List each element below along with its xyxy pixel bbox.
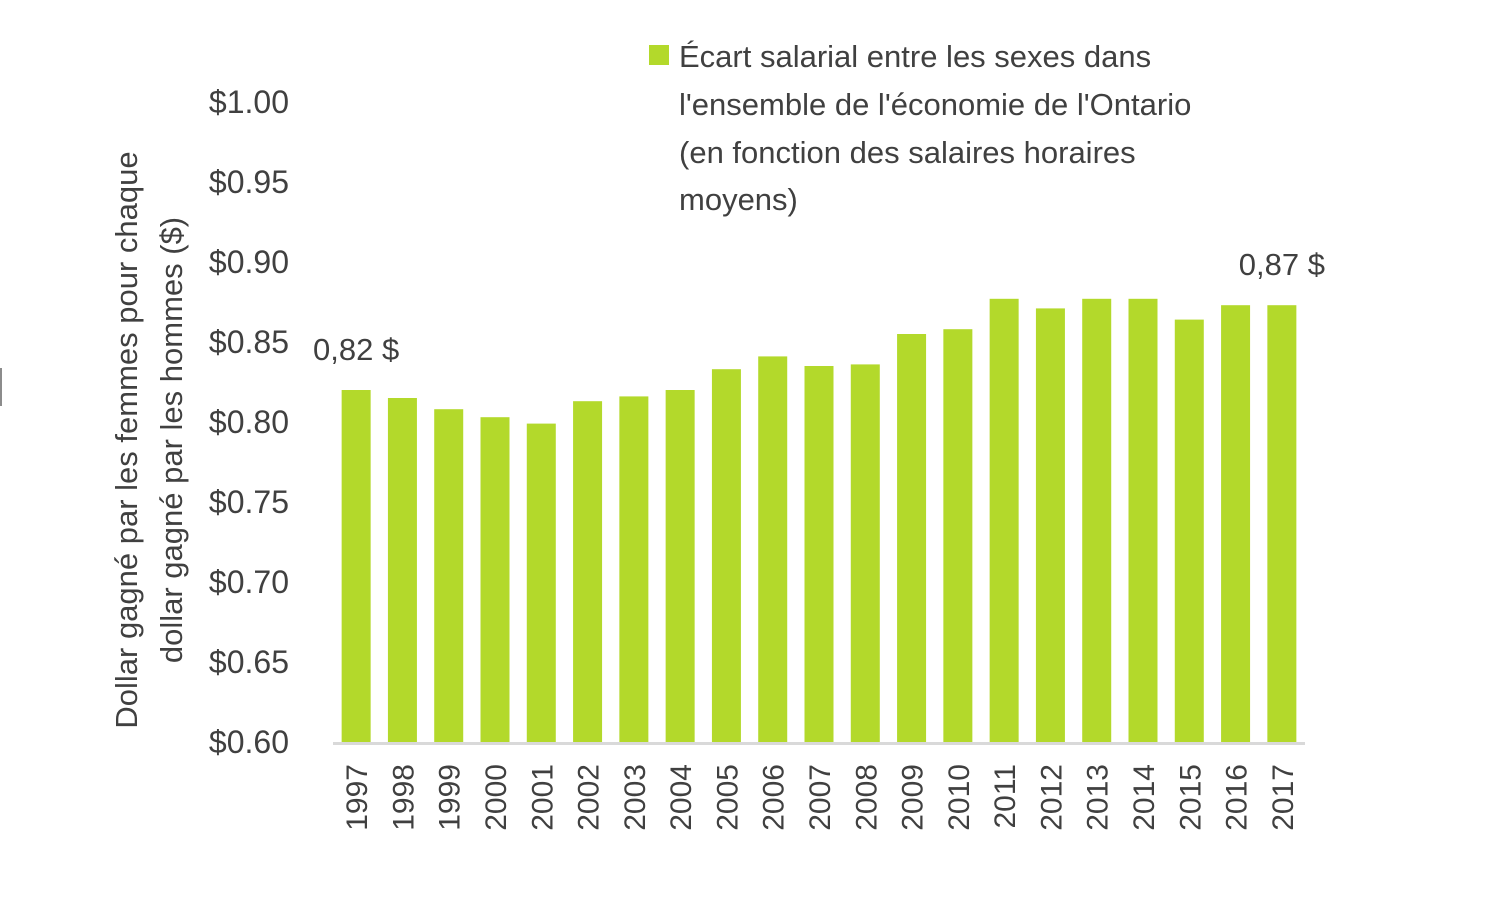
- x-tick-label: 2002: [573, 764, 606, 831]
- data-label: 0,87 $: [1239, 247, 1325, 282]
- bar-2006: [758, 356, 788, 742]
- bar-2015: [1174, 319, 1204, 742]
- left-edge-marker: [0, 368, 2, 406]
- x-tick-label: 2004: [665, 764, 698, 831]
- x-tick-label: 1999: [434, 764, 467, 831]
- bar-2010: [943, 329, 973, 742]
- bar-2012: [1035, 308, 1065, 742]
- y-tick-label: $0.60: [209, 724, 289, 760]
- bar-2009: [897, 334, 927, 742]
- data-label: 0,82 $: [313, 332, 399, 367]
- y-tick-label: $0.95: [209, 164, 289, 200]
- legend-label-line: moyens): [679, 182, 798, 217]
- legend-label-line: Écart salarial entre les sexes dans: [679, 39, 1151, 74]
- x-tick-label: 2007: [804, 764, 837, 831]
- bar-1998: [387, 398, 417, 742]
- x-tick-label: 2016: [1221, 764, 1254, 831]
- y-tick-label: $1.00: [209, 84, 289, 120]
- x-axis-ticks: 1997 1998 1999 2000 2001 2002 2003 2004 2005 2006…: [341, 764, 1300, 831]
- bar-1999: [434, 409, 464, 742]
- x-tick-label: 1998: [387, 764, 420, 831]
- x-tick-label: 2012: [1035, 764, 1068, 831]
- y-tick-label: $0.65: [209, 644, 289, 680]
- y-axis-title-line: Dollar gagné par les femmes pour chaque: [109, 151, 144, 728]
- y-axis-title-line: dollar gagné par les hommes ($): [154, 217, 189, 663]
- x-tick-label: 2014: [1128, 764, 1161, 831]
- x-tick-label: 2009: [897, 764, 930, 831]
- bar-2017: [1267, 305, 1297, 742]
- bar-2005: [711, 369, 741, 742]
- y-tick-label: $0.80: [209, 404, 289, 440]
- x-tick-label: 2015: [1174, 764, 1207, 831]
- x-tick-label: 2001: [526, 764, 559, 831]
- x-tick-label: 2005: [711, 764, 744, 831]
- x-tick-label: 2008: [850, 764, 883, 831]
- bar-2002: [573, 401, 603, 742]
- y-tick-label: $0.70: [209, 564, 289, 600]
- x-tick-label: 1997: [341, 764, 374, 831]
- legend-label-line: l'ensemble de l'économie de l'Ontario: [679, 87, 1191, 122]
- x-tick-label: 2013: [1082, 764, 1115, 831]
- data-annotations: 0,82 $ 0,87 $: [313, 247, 1325, 367]
- y-tick-label: $0.90: [209, 244, 289, 280]
- x-tick-label: 2003: [619, 764, 652, 831]
- bar-2007: [804, 366, 834, 742]
- legend-swatch: [649, 45, 669, 65]
- bar-2014: [1128, 298, 1158, 742]
- bar-2011: [989, 298, 1019, 742]
- legend: Écart salarial entre les sexes dans l'ens…: [649, 39, 1191, 217]
- x-tick-label: 2017: [1267, 764, 1300, 831]
- x-tick-label: 2000: [480, 764, 513, 831]
- bars: [341, 298, 1297, 742]
- x-tick-label: 2006: [758, 764, 791, 831]
- bar-1997: [341, 390, 371, 742]
- x-tick-label: 2011: [989, 764, 1022, 829]
- y-tick-label: $0.85: [209, 324, 289, 360]
- legend-label-line: (en fonction des salaires horaires: [679, 135, 1136, 170]
- y-axis-title: Dollar gagné par les femmes pour chaque d…: [109, 151, 189, 728]
- bar-2001: [526, 423, 556, 742]
- x-tick-label: 2010: [943, 764, 976, 831]
- y-tick-label: $0.75: [209, 484, 289, 520]
- bar-2004: [665, 390, 695, 742]
- bar-2000: [480, 417, 510, 742]
- y-axis-ticks: $1.00 $0.95 $0.90 $0.85 $0.80 $0.75 $0.70 $0.65…: [209, 84, 289, 760]
- bar-2016: [1221, 305, 1251, 742]
- bar-2013: [1082, 298, 1112, 742]
- bar-2003: [619, 396, 649, 742]
- bar-2008: [850, 364, 880, 742]
